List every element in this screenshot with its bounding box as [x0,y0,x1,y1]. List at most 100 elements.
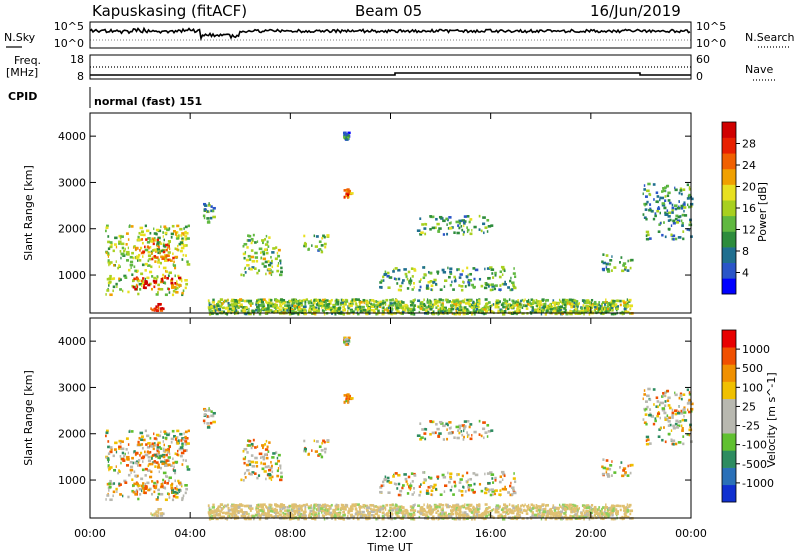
power-echo-cell [605,266,608,269]
velocity-echo-cell [434,431,437,435]
power-echo-cell [260,300,265,304]
velocity-echo-cell [105,431,109,435]
velocity-echo-cell [682,435,685,438]
velocity-echo-cell [250,446,253,450]
power-echo-cell [138,259,142,262]
velocity-echo-cell [499,513,503,517]
power-echo-cell [342,298,345,302]
velocity-echo-cell [395,482,398,486]
power-echo-cell [290,310,294,313]
power-echo-cell [448,221,452,225]
power-echo-cell [605,310,609,314]
velocity-echo-cell [425,489,429,493]
velocity-echo-cell [646,394,650,398]
power-echo-cell [141,282,145,285]
power-echo-cell [142,277,145,280]
velocity-echo-cell [683,406,686,410]
velocity-echo-cell [477,504,481,507]
velocity-echo-cell [160,430,162,434]
velocity-echo-cell [485,512,488,516]
velocity-echo-cell [119,483,122,486]
velocity-echo-cell [170,440,173,444]
power-echo-cell [162,266,167,270]
velocity-echo-cell [582,504,586,508]
velocity-echo-cell [351,504,354,508]
velocity-echo-cell [271,456,275,459]
power-echo-cell [248,309,250,313]
power-echo-cell [389,310,393,313]
velocity-echo-cell [626,474,630,477]
velocity-echo-cell [176,429,180,433]
power-echo-cell [348,304,351,308]
velocity-echo-cell [454,482,457,486]
velocity-echo-cell [129,460,133,464]
date-title: 16/Jun/2019 [590,2,681,20]
power-echo-cell [251,266,255,269]
power-echo-cell [563,303,567,307]
velocity-echo-cell [486,472,490,475]
power-echo-cell [156,309,158,312]
velocity-echo-cell [594,510,597,514]
velocity-echo-cell [531,514,534,518]
power-echo-cell [140,272,144,276]
power-echo-cell [570,305,573,309]
freq-right-tick-top: 60 [696,53,710,66]
velocity-echo-cell [212,414,215,418]
velocity-echo-cell [413,474,417,477]
velocity-echo-cell [643,421,647,425]
velocity-echo-cell [529,508,533,512]
velocity-echo-cell [404,477,408,481]
power-echo-cell [343,131,347,135]
power-echo-cell [462,308,464,312]
velocity-echo-cell [168,445,171,449]
velocity-echo-cell [107,452,111,456]
power-echo-cell [554,304,557,307]
velocity-echo-cell [248,507,252,510]
power-echo-cell [255,301,258,304]
power-echo-cell [151,237,155,241]
power-echo-cell [159,261,162,265]
velocity-echo-cell [516,505,520,509]
velocity-echo-cell [644,413,648,416]
power-echo-cell [387,304,390,308]
velocity-echo-cell [467,485,471,489]
power-echo-cell [184,237,188,241]
power-echo-cell [488,308,492,312]
velocity-echo-cell [549,508,552,512]
velocity-echo-cell [154,461,157,464]
velocity-echo-cell [473,517,476,521]
power-echo-cell [256,299,258,303]
power-echo-cell [150,265,153,269]
velocity-echo-cell [676,411,681,415]
power-echo-cell [242,273,245,277]
velocity-echo-cell [108,482,112,486]
velocity-echo-cell [598,508,600,512]
power-echo-cell [664,199,667,202]
power-echo-cell [612,312,617,316]
power-echo-cell [590,301,593,305]
velocity-echo-cell [334,511,337,514]
power-echo-cell [147,264,151,267]
velocity-echo-cell [320,504,323,508]
velocity-echo-cell [623,473,627,476]
power-echo-cell [495,301,499,305]
power-echo-cell [486,267,490,270]
power-echo-cell [175,231,179,234]
velocity-echo-cell [160,454,165,458]
power-echo-cell [494,271,497,275]
velocity-echo-cell [552,504,555,507]
velocity-echo-cell [462,485,465,489]
power-echo-cell [176,248,179,251]
power-echo-cell [296,306,298,309]
velocity-echo-cell [678,405,680,408]
velocity-echo-cell [137,443,141,446]
power-echo-cell [423,227,427,230]
power-echo-cell [613,266,617,269]
velocity-echo-cell [435,422,438,426]
velocity-echo-cell [210,517,214,520]
velocity-echo-cell [458,427,461,430]
power-echo-cell [437,229,440,233]
velocity-echo-cell [677,441,682,444]
power-echo-cell [682,203,686,206]
